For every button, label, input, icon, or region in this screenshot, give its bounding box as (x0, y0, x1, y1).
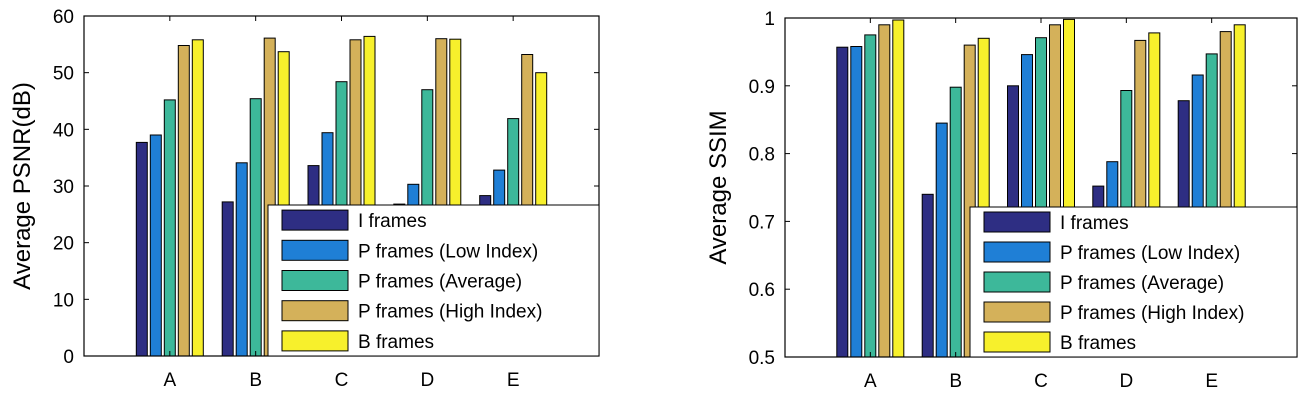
ssim-legend-swatch (983, 241, 1051, 263)
ssim-ytick-label: 0.5 (749, 348, 775, 369)
ssim-bar-A-2 (850, 46, 863, 358)
psnr-chart: 0 10 20 30 40 50 60 A B C D E Average PSNR(dB) I fram… (9, 7, 600, 391)
psnr-legend-label: B frames (358, 332, 434, 353)
psnr-bar-B-3 (249, 98, 262, 357)
ssim-ytick-label: 1 (764, 9, 775, 30)
psnr-bar-A-4 (177, 45, 190, 357)
psnr-xtick-label: E (507, 370, 520, 391)
psnr-xtick-label: C (335, 370, 349, 391)
psnr-xtick-label: D (420, 370, 434, 391)
psnr-ytick-label: 30 (53, 177, 74, 198)
psnr-ylabel: Average PSNR(dB) (9, 82, 36, 290)
psnr-legend-label: P frames (Low Index) (358, 241, 538, 262)
ssim-ytick-label: 0.7 (749, 212, 775, 233)
ssim-ylabel: Average SSIM (705, 110, 732, 264)
psnr-ytick-label: 50 (53, 64, 74, 85)
ssim-legend-swatch (983, 271, 1051, 293)
psnr-legend-swatch (281, 239, 349, 261)
ssim-legend-label: B frames (1060, 333, 1136, 354)
psnr-legend-swatch (281, 209, 349, 231)
ssim-legend-swatch (983, 211, 1051, 233)
psnr-bar-B-1 (221, 201, 234, 357)
ssim-bar-B-1 (921, 193, 934, 358)
psnr-legend-swatch (281, 300, 349, 322)
ssim-xtick-label: E (1205, 371, 1218, 392)
psnr-xtick-label: A (163, 370, 176, 391)
ssim-xtick-label: B (949, 371, 962, 392)
ssim-bar-A-4 (878, 24, 891, 358)
psnr-ytick-label: 20 (53, 234, 74, 255)
psnr-legend-label: I frames (358, 211, 427, 232)
psnr-ytick-label: 0 (63, 347, 74, 368)
ssim-bar-B-3 (949, 86, 962, 358)
psnr-legend: I frames P frames (Low Index) P frames (Av… (267, 204, 600, 357)
ssim-xtick-label: C (1034, 371, 1048, 392)
ssim-legend-label: I frames (1060, 213, 1129, 234)
ssim-ytick-label: 0.8 (749, 145, 775, 166)
psnr-legend-label: P frames (High Index) (358, 302, 542, 323)
psnr-ytick-label: 10 (53, 290, 74, 311)
ssim-ytick-label: 0.9 (749, 77, 775, 98)
psnr-bar-A-3 (163, 99, 176, 357)
ssim-xtick-label: A (864, 371, 877, 392)
psnr-ytick-label: 40 (53, 120, 74, 141)
ssim-xtick-label: D (1119, 371, 1133, 392)
ssim-ytick-label: 0.6 (749, 280, 775, 301)
ssim-legend-label: P frames (High Index) (1060, 303, 1244, 324)
psnr-bar-B-2 (235, 162, 248, 357)
psnr-bar-A-2 (149, 134, 162, 357)
ssim-legend-label: P frames (Low Index) (1060, 243, 1240, 264)
psnr-xtick-label: B (249, 370, 262, 391)
ssim-bar-A-5 (892, 19, 905, 358)
psnr-legend-label: P frames (Average) (358, 272, 522, 293)
ssim-bar-A-3 (864, 34, 877, 358)
ssim-legend-label: P frames (Average) (1060, 273, 1224, 294)
ssim-bar-B-2 (935, 122, 948, 358)
psnr-bar-A-5 (191, 39, 204, 357)
ssim-legend-swatch (983, 301, 1051, 323)
ssim-bar-A-1 (836, 46, 849, 358)
psnr-bar-A-1 (135, 141, 148, 357)
ssim-chart: 0.5 0.6 0.7 0.8 0.9 1 A B C D E Average SSIM I frame… (705, 9, 1298, 392)
psnr-legend-swatch (281, 330, 349, 352)
psnr-legend-swatch (281, 270, 349, 291)
ssim-legend-swatch (983, 331, 1051, 353)
psnr-ytick-label: 60 (53, 7, 74, 28)
ssim-legend: I frames P frames (Low Index) P frames (Av… (969, 206, 1298, 358)
